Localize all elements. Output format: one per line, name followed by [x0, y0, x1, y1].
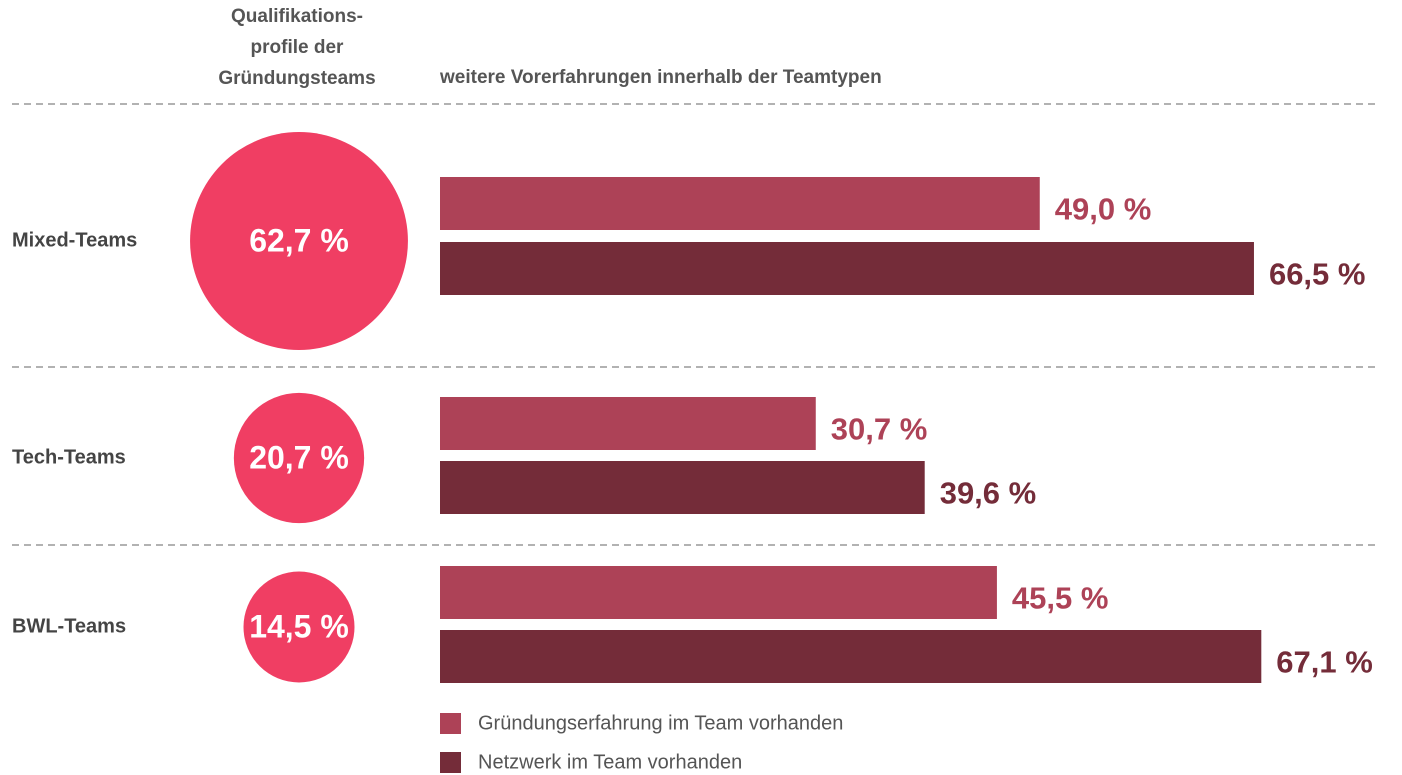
share-label: 14,5 %: [249, 608, 349, 644]
value-label: 66,5 %: [1269, 257, 1366, 292]
category-label: Mixed-Teams: [12, 229, 137, 251]
legend-label: Gründungserfahrung im Team vorhanden: [478, 712, 843, 734]
category-label: BWL-Teams: [12, 615, 126, 637]
value-label: 39,6 %: [940, 476, 1037, 511]
legend-label: Netzwerk im Team vorhanden: [478, 751, 742, 773]
bar: [440, 242, 1254, 295]
share-label: 20,7 %: [249, 439, 349, 475]
category-label: Tech-Teams: [12, 446, 126, 468]
value-label: 30,7 %: [831, 412, 928, 447]
bar: [440, 397, 816, 450]
header-left: Qualifikations-: [231, 6, 363, 27]
header-left: profile der: [251, 37, 345, 58]
share-label: 62,7 %: [249, 222, 349, 258]
value-label: 45,5 %: [1012, 581, 1109, 616]
value-label: 67,1 %: [1276, 645, 1373, 680]
bar: [440, 566, 997, 619]
share-circle: [243, 571, 355, 683]
bar: [440, 177, 1040, 230]
bar: [440, 630, 1262, 683]
share-circle: [233, 392, 365, 524]
header-left: Gründungsteams: [218, 68, 375, 89]
share-circle: [190, 132, 408, 350]
legend-swatch: [440, 752, 461, 773]
value-label: 49,0 %: [1055, 192, 1152, 227]
header-right: weitere Vorerfahrungen innerhalb der Tea…: [439, 67, 882, 88]
bar: [440, 461, 925, 514]
legend-swatch: [440, 713, 461, 734]
